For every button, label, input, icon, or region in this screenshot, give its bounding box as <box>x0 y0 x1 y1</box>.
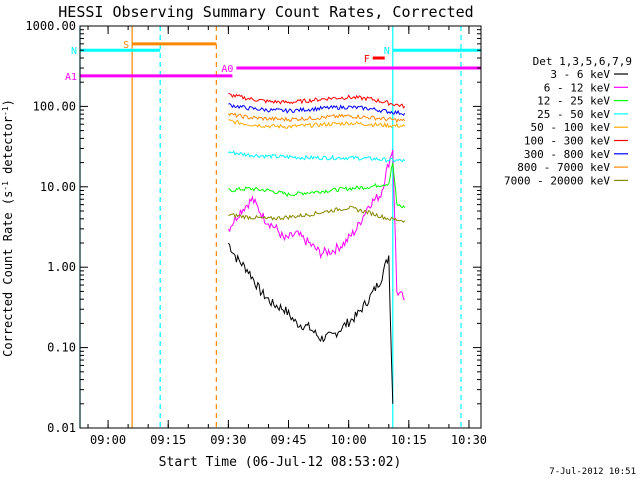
y-axis-label: Corrected Count Rate (s-1 detector-1) <box>1 99 15 357</box>
series-line-7000-20000-kev <box>228 205 406 223</box>
x-tick-label: 09:15 <box>150 433 186 447</box>
y-tick-label: 0.10 <box>47 341 76 355</box>
y-tick-label: 1.00 <box>47 260 76 274</box>
legend-label-300-800-kev: 300 - 800 keV <box>524 148 610 161</box>
plot-frame <box>79 25 482 429</box>
series-line-100-300-kev <box>228 93 406 109</box>
flag-label-n: N <box>71 46 77 57</box>
flag-label-s: S <box>123 40 129 51</box>
x-tick-label: 09:45 <box>270 433 306 447</box>
legend-label-100-300-kev: 100 - 300 keV <box>524 135 610 148</box>
axes-layer: 09:00 09:15 09:30 09:45 10:00 10:15 10:30 0.01 0… <box>25 19 487 447</box>
y-tick-label: 10.00 <box>40 180 76 194</box>
legend-label-7000-20000-kev: 7000 - 20000 keV <box>504 174 610 187</box>
y-tick-label: 0.01 <box>47 421 76 435</box>
x-tick-label: 09:00 <box>90 433 126 447</box>
series-line-50-100-kev <box>228 119 406 129</box>
x-tick-label: 10:00 <box>331 433 367 447</box>
series-line-3-6-kev <box>227 242 394 404</box>
x-tick-label: 10:15 <box>391 433 427 447</box>
x-tick-label: 09:30 <box>210 433 246 447</box>
flag-label-f: F <box>364 54 370 65</box>
legend-label-12-25-kev: 12 - 25 keV <box>537 95 610 108</box>
flag-label-n: N <box>384 46 390 57</box>
legend-label-800-7000-kev: 800 - 7000 keV <box>517 161 610 174</box>
series-line-25-50-kev <box>228 150 406 163</box>
data-layer: S N N F A0 A1 <box>65 26 481 428</box>
y-tick-label: 100.00 <box>33 99 76 113</box>
flag-label-a1: A1 <box>65 72 77 83</box>
series-line-6-12-kev <box>227 149 405 300</box>
series-line-800-7000-kev <box>227 112 406 124</box>
legend-label-50-100-kev: 50 - 100 keV <box>531 121 611 134</box>
legend-label-6-12-kev: 6 - 12 keV <box>544 81 611 94</box>
legend-title: Det 1,3,5,6,7,9 <box>533 55 632 68</box>
legend-label-25-50-kev: 25 - 50 keV <box>537 108 610 121</box>
x-axis-label: Start Time (06-Jul-12 08:53:02) <box>159 455 402 470</box>
y-tick-label: 1000.00 <box>25 19 76 33</box>
series-line-12-25-kev <box>228 162 406 209</box>
x-tick-label: 10:30 <box>451 433 487 447</box>
footer-timestamp: 7-Jul-2012 10:51 <box>549 467 636 477</box>
legend-label-3-6-kev: 3 - 6 keV <box>550 68 610 81</box>
flag-label-a0: A0 <box>221 64 233 75</box>
series-line-300-800-kev <box>228 103 406 116</box>
chart-title: HESSI Observing Summary Count Rates, Cor… <box>58 3 473 21</box>
